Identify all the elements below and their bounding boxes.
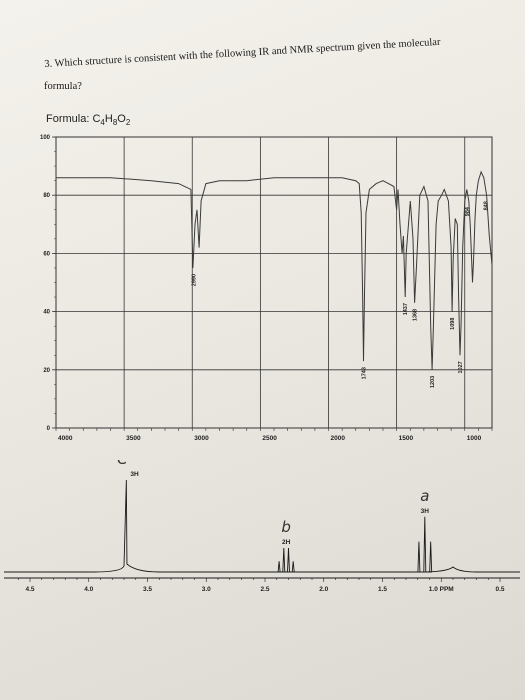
nmr-peak-letter: C [117,460,128,468]
nmr-x-tick-label: 2.0 [319,586,328,593]
nmr-integration-label: 3H [421,508,430,515]
ir-peak-label: 1027 [458,361,464,373]
ir-peak-label: 2990 [192,274,198,286]
ir-x-tick-label: 4000 [58,435,73,442]
nmr-x-tick-label: 3.5 [143,586,152,593]
ir-y-tick-label: 20 [43,368,50,374]
ir-x-tick-label: 1000 [467,435,482,442]
nmr-peak-letter: b [281,518,291,536]
ir-peak-label: 1098 [450,318,456,330]
ir-peak-label: 1743 [362,367,368,379]
nmr-peak-letter: a [420,487,429,505]
nmr-x-tick-label: 3.0 [202,586,211,593]
nmr-x-tick-label: 4.0 [84,586,93,593]
ir-x-tick-label: 1500 [399,435,414,442]
ir-transmittance-trace [56,170,493,370]
ir-x-tick-label: 3000 [194,435,209,442]
ir-x-tick-label: 3500 [126,435,141,442]
nmr-x-tick-label: 2.5 [260,586,269,593]
nmr-x-tick-label: 1.5 [378,586,387,593]
ir-spectrum-chart: 4000 3500 3000 2500 2000 1500 1000 100 80 60 40 20 0… [40,135,493,442]
nmr-x-tick-label: 1.0 PPM [429,586,454,593]
molecular-formula: Formula: C4H8O2 [46,113,131,128]
nmr-integration-label: 3H [130,471,139,478]
ir-peak-label: 848 [483,201,489,210]
ir-plot-frame [55,136,493,429]
ir-y-tick-label: 100 [40,135,51,141]
nmr-x-tick-label: 4.5 [25,586,34,593]
nmr-integration-label: 2H [282,539,291,546]
question-text-continued: formula? [44,81,82,92]
ir-y-tick-label: 80 [43,193,50,199]
ir-peak-label: 1437 [403,303,409,315]
ir-x-tick-label: 2000 [331,435,346,442]
ir-peak-label: 1368 [413,309,419,321]
ir-x-tick-label: 2500 [262,435,277,442]
nmr-spectrum-trace [4,479,520,573]
nmr-x-tick-label: 0.5 [495,586,504,593]
ir-peak-label: 1203 [430,376,436,388]
ir-y-tick-label: 40 [43,310,50,316]
ir-peak-label: 984 [465,206,471,216]
ir-y-tick-label: 60 [43,251,50,257]
ir-y-tick-label: 0 [47,426,51,432]
